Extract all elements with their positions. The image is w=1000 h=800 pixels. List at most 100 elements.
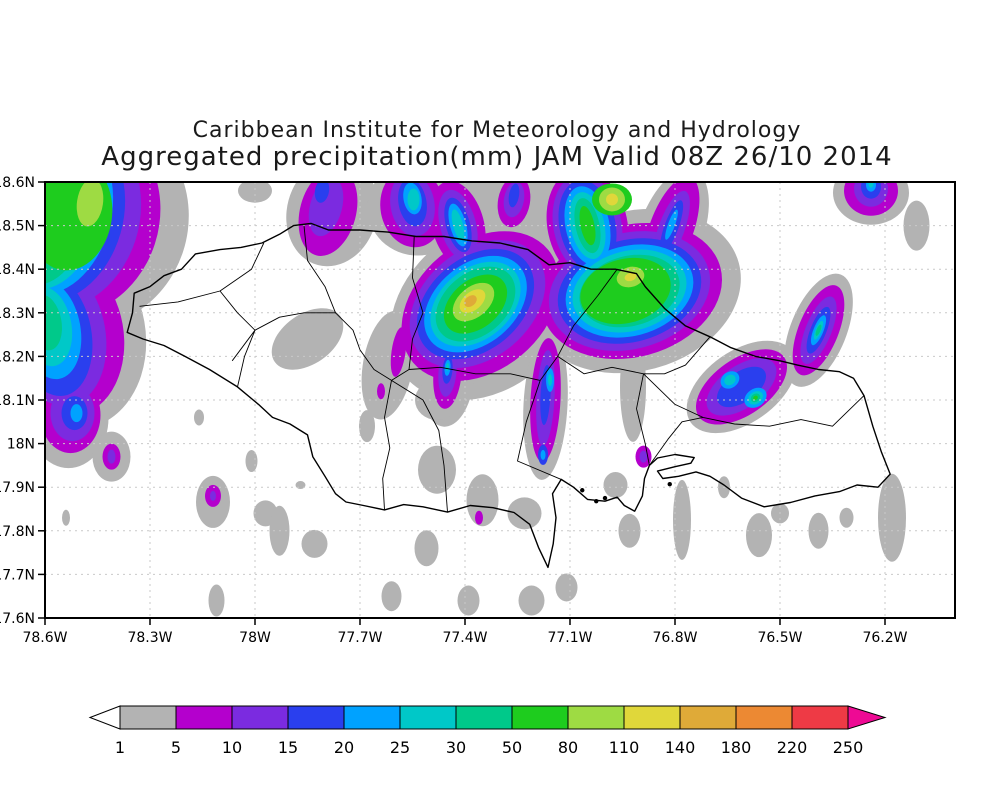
- precip-contour: [359, 410, 375, 443]
- precip-contour: [238, 182, 272, 203]
- colorbar-max-label: 250: [833, 738, 864, 757]
- islet: [602, 495, 608, 501]
- precip-contour: [390, 327, 407, 377]
- precip-contour: [208, 584, 225, 617]
- colorbar-segment: [287, 705, 345, 730]
- precip-contour: [301, 529, 328, 558]
- precip-contour: [606, 193, 618, 206]
- precip-contour: [245, 450, 258, 473]
- figure-title-line1: Caribbean Institute for Meteorology and …: [193, 118, 802, 143]
- lat-tick-label: 18.5N: [0, 219, 35, 235]
- precip-contour: [618, 513, 641, 548]
- precip-contour: [624, 272, 637, 282]
- precip-contour: [314, 182, 330, 203]
- colorbar-value-label: 220: [777, 738, 808, 757]
- lon-tick-label: 77.4W: [442, 630, 487, 646]
- colorbar-value-label: 1: [115, 738, 125, 757]
- precip-contour: [540, 449, 546, 460]
- parish-boundary: [254, 312, 336, 331]
- precip-contour: [377, 383, 385, 400]
- precip-contour: [475, 510, 483, 525]
- parish-boundary: [557, 356, 644, 375]
- lat-tick-label: 18.6N: [0, 175, 35, 191]
- parish-boundary: [219, 290, 256, 362]
- lat-tick-label: 18.4N: [0, 262, 35, 278]
- colorbar-segment: [679, 705, 737, 730]
- colorbar-value-label: 20: [334, 738, 354, 757]
- precip-contour: [508, 183, 520, 208]
- lon-tick-label: 76.8W: [652, 630, 697, 646]
- precip-contour: [665, 209, 678, 240]
- precip-contour: [518, 585, 545, 616]
- colorbar-segment: [511, 705, 569, 730]
- axis-labels: 18.6N 18.5N 18.4N 18.3N 18.2N 18.1N 18N 17.9N 17…: [0, 175, 908, 646]
- precip-contour: [808, 512, 829, 549]
- islet: [594, 498, 599, 504]
- colorbar-overflow-arrow: [847, 705, 887, 730]
- precip-contour: [555, 573, 578, 602]
- colorbar-segment: [343, 705, 401, 730]
- precip-contour: [603, 472, 628, 499]
- parish-boundary: [303, 225, 361, 351]
- lat-tick-label: 18.2N: [0, 349, 35, 365]
- jamaica-coastline: [126, 222, 891, 569]
- parish-boundary: [517, 380, 562, 480]
- parish-boundary: [643, 336, 711, 375]
- precip-contour: [639, 450, 648, 463]
- precip-contour: [868, 182, 874, 188]
- lat-tick-label: 18.3N: [0, 306, 35, 322]
- colorbar-underflow-arrow: [88, 705, 121, 730]
- colorbar-value-label: 80: [558, 738, 578, 757]
- colorbar-segment: [399, 705, 457, 730]
- lat-tick-label: 17.7N: [0, 567, 35, 583]
- lat-tick-label: 18N: [7, 437, 35, 453]
- precip-contour: [717, 366, 766, 408]
- lat-tick-label: 17.8N: [0, 524, 35, 540]
- precip-contour: [507, 497, 542, 530]
- lon-tick-label: 76.5W: [757, 630, 802, 646]
- colorbar-segment: [119, 705, 177, 730]
- parish-boundary: [359, 349, 392, 381]
- parish-boundary: [643, 373, 865, 427]
- precip-contour: [673, 479, 691, 560]
- colorbar-segment: [623, 705, 681, 730]
- parish-boundary: [382, 380, 392, 510]
- precip-contour: [451, 209, 465, 241]
- lat-tick-label: 18.1N: [0, 393, 35, 409]
- precip-contour: [464, 295, 477, 307]
- parish-boundary: [649, 416, 704, 466]
- precip-contour: [457, 585, 480, 616]
- parish-boundary: [391, 380, 448, 513]
- parish-boundary: [237, 330, 256, 388]
- colorbar-segment: [567, 705, 625, 730]
- lon-tick-label: 78.3W: [127, 630, 172, 646]
- lon-tick-label: 76.2W: [862, 630, 907, 646]
- figure-title-line2: Aggregated precipitation(mm) JAM Valid 0…: [101, 142, 892, 172]
- colorbar-segment: [735, 705, 793, 730]
- precip-contour: [753, 395, 758, 400]
- lat-tick-label: 17.6N: [0, 611, 35, 627]
- precip-contour: [418, 445, 456, 494]
- colorbar-segment: [455, 705, 513, 730]
- precip-contour: [271, 308, 344, 370]
- precip-field: [45, 182, 930, 617]
- parish-boundary: [408, 366, 541, 381]
- precip-contour: [210, 490, 216, 501]
- islet: [580, 488, 585, 493]
- lon-tick-label: 78.6W: [22, 630, 67, 646]
- lon-tick-label: 77.1W: [547, 630, 592, 646]
- precip-contour: [579, 205, 596, 246]
- colorbar-value-label: 25: [390, 738, 410, 757]
- colorbar-value-label: 30: [446, 738, 466, 757]
- parish-boundary: [539, 268, 618, 381]
- parish-boundary: [636, 373, 650, 466]
- colorbar-value-label: 110: [609, 738, 640, 757]
- colorbar-value-label: 15: [278, 738, 298, 757]
- colorbar-value-label: 5: [171, 738, 181, 757]
- precip-contour: [548, 373, 553, 386]
- precip-contour: [746, 513, 772, 558]
- precip-contour: [815, 324, 822, 336]
- lon-tick-label: 77.7W: [337, 630, 382, 646]
